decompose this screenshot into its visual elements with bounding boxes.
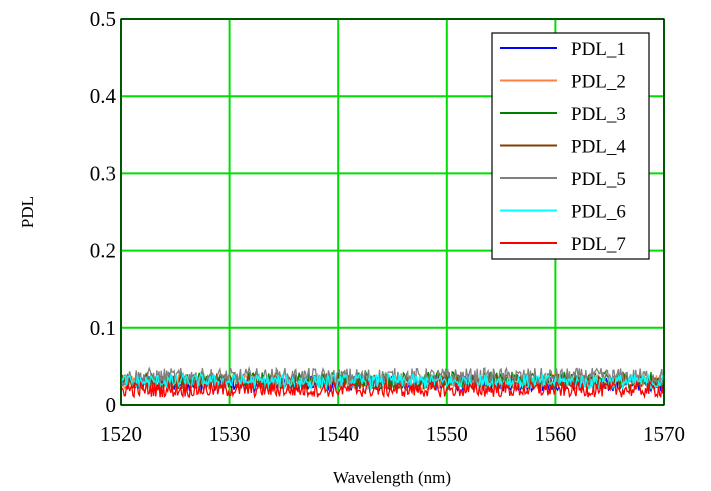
x-tick-label: 1560 [534, 422, 576, 446]
y-tick-label: 0.2 [90, 239, 116, 263]
series-line-pdl-7 [121, 379, 664, 400]
y-tick-label: 0 [106, 393, 117, 417]
series-line-pdl-5 [121, 365, 664, 389]
legend-label: PDL_3 [571, 104, 626, 125]
legend-label: PDL_7 [571, 234, 626, 255]
x-axis-title: Wavelength (nm) [333, 468, 451, 487]
x-tick-label: 1550 [426, 422, 468, 446]
x-tick-label: 1570 [643, 422, 685, 446]
y-tick-label: 0.3 [90, 161, 116, 185]
legend-label: PDL_5 [571, 169, 626, 190]
legend-label: PDL_1 [571, 39, 626, 60]
x-tick-label: 1520 [100, 422, 142, 446]
y-tick-labels: 0 0.1 0.2 0.3 0.4 0.5 [90, 7, 117, 417]
y-tick-label: 0.4 [90, 84, 117, 108]
series-layer [121, 365, 664, 400]
y-axis-title: PDL [18, 196, 37, 228]
legend-label: PDL_2 [571, 72, 626, 93]
y-tick-label: 0.5 [90, 7, 116, 31]
plot-frame [120, 18, 665, 406]
legend: PDL_1 PDL_2 PDL_3 PDL_4 PDL_5 PDL_6 PDL_7 [491, 32, 650, 260]
legend-label: PDL_4 [571, 137, 626, 158]
x-tick-labels: 1520 1530 1540 1550 1560 1570 [100, 422, 685, 446]
legend-label: PDL_6 [571, 202, 626, 223]
y-tick-label: 0.1 [90, 316, 116, 340]
x-tick-label: 1540 [317, 422, 359, 446]
x-tick-label: 1530 [209, 422, 251, 446]
